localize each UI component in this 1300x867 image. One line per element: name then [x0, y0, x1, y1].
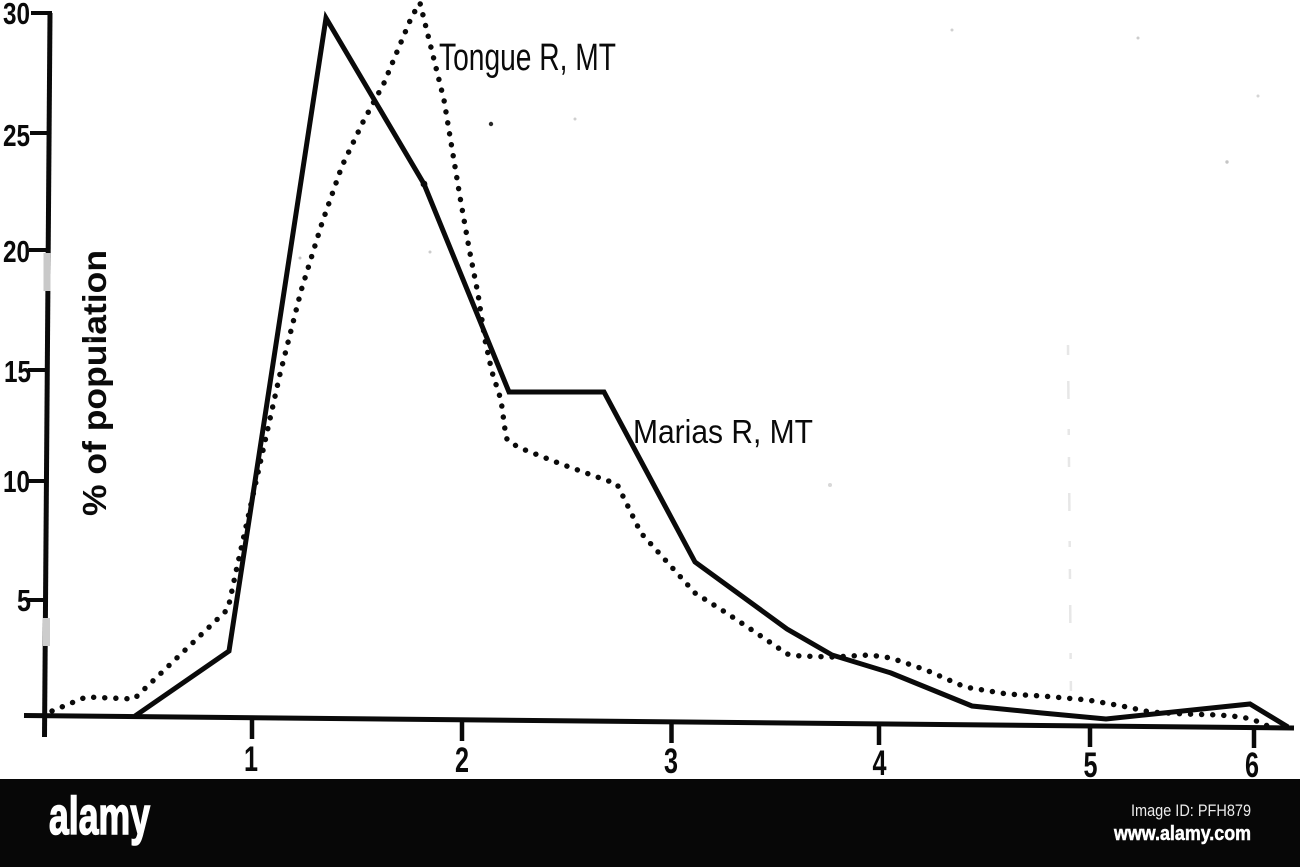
svg-text:10: 10: [3, 464, 30, 499]
svg-text:1: 1: [244, 739, 258, 779]
svg-text:5: 5: [1084, 745, 1098, 785]
svg-text:15: 15: [4, 354, 31, 389]
svg-text:6: 6: [1245, 745, 1259, 785]
svg-text:Marias R, MT: Marias R, MT: [633, 413, 813, 450]
svg-text:30: 30: [3, 0, 30, 31]
svg-text:Tongue R, MT: Tongue R, MT: [439, 37, 616, 79]
svg-text:alamy: alamy: [49, 787, 150, 846]
svg-text:3: 3: [664, 741, 678, 781]
svg-text:www.alamy.com: www.alamy.com: [1113, 823, 1251, 845]
svg-text:Image ID: PFH879: Image ID: PFH879: [1131, 801, 1251, 820]
svg-text:2: 2: [455, 740, 469, 780]
svg-text:4: 4: [873, 743, 887, 783]
svg-text:25: 25: [3, 118, 30, 153]
svg-text:% of population: % of population: [76, 250, 113, 516]
svg-text:5: 5: [17, 583, 31, 618]
svg-text:20: 20: [3, 234, 30, 269]
